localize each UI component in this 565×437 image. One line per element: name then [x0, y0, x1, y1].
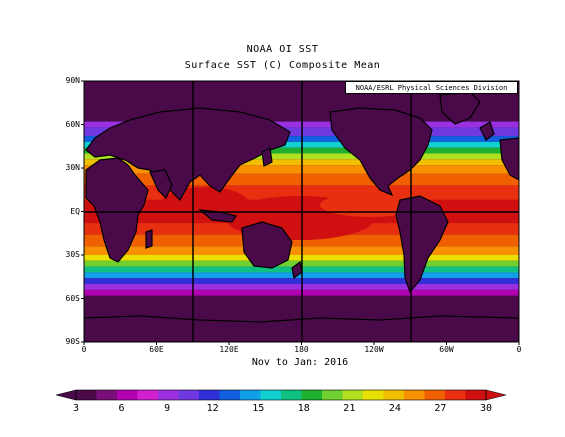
lon-label: 0	[516, 345, 522, 354]
lat-label: 90S	[65, 337, 80, 346]
colorbar-label: 27	[434, 403, 447, 414]
lat-label: 30N	[65, 163, 80, 172]
colorbar-label: 12	[206, 403, 219, 414]
colorbar-label: 6	[118, 403, 125, 414]
colorbar-swatch-18	[445, 390, 466, 400]
british-isles	[479, 121, 495, 141]
colorbar-swatch-17	[424, 390, 446, 400]
axis-ticks	[81, 80, 520, 345]
map-subtitle: Surface SST (C) Composite Mean	[184, 60, 381, 71]
south-america	[395, 195, 449, 294]
madagascar	[145, 229, 153, 249]
europe-west	[499, 137, 519, 181]
lat-label: 90N	[65, 76, 80, 85]
australia	[241, 221, 293, 269]
colorbar-swatch-9	[260, 390, 282, 400]
colorbar-swatch-7	[219, 390, 241, 400]
lat-label: EQ	[70, 206, 80, 216]
colorbar-swatch-3	[137, 390, 159, 400]
colorbar-swatch-5	[178, 390, 200, 400]
colorbar-swatch-12	[322, 390, 343, 400]
japan	[261, 147, 273, 167]
colorbar-label: 21	[343, 403, 356, 414]
colorbar-swatch-11	[301, 390, 323, 400]
lon-label: 120W	[364, 345, 384, 354]
grid-lines	[84, 81, 519, 342]
colorbar-min-arrow	[55, 389, 77, 401]
warm-pool-east-pacific	[320, 193, 420, 217]
eurasia	[85, 107, 291, 201]
colorbar-swatch-0	[76, 390, 97, 400]
colorbar-swatch-19	[465, 390, 487, 400]
colorbar-swatch-13	[342, 390, 364, 400]
lat-label: 60S	[65, 293, 80, 303]
colorbar-label: 9	[164, 403, 171, 414]
colorbar-max-arrow	[485, 389, 507, 401]
credit-label: NOAA/ESRL Physical Sciences Division	[345, 81, 518, 94]
colorbar-label: 18	[297, 403, 310, 414]
colorbar-swatch-1	[96, 390, 118, 400]
colorbar-swatch-16	[404, 390, 425, 400]
lon-label: 60W	[439, 345, 454, 354]
map-title: NOAA OI SST	[246, 44, 319, 55]
africa	[85, 157, 149, 263]
colorbar-swatch-2	[117, 390, 138, 400]
india	[149, 169, 173, 200]
lon-label: 180	[294, 345, 309, 354]
colorbar-swatch-8	[240, 390, 261, 400]
colorbar-label: 30	[479, 403, 493, 414]
colorbar-label: 24	[388, 403, 401, 414]
colorbar	[55, 389, 507, 401]
colorbar-frame	[75, 389, 487, 401]
lat-label: 60N	[65, 119, 80, 129]
lon-label: 0	[81, 345, 87, 354]
lon-label: 60E	[149, 345, 164, 354]
colorbar-swatch-4	[158, 390, 179, 400]
colorbar-swatch-6	[199, 390, 220, 400]
colorbar-swatch-14	[363, 390, 384, 400]
lat-label: 30S	[65, 250, 80, 259]
lon-label: 120E	[219, 345, 239, 354]
colorbar-swatch-10	[281, 390, 302, 400]
time-period-label: Nov to Jan: 2016	[251, 357, 349, 368]
colorbar-label: 3	[72, 403, 80, 414]
colorbar-label: 15	[252, 403, 265, 414]
colorbar-swatch-15	[383, 390, 405, 400]
